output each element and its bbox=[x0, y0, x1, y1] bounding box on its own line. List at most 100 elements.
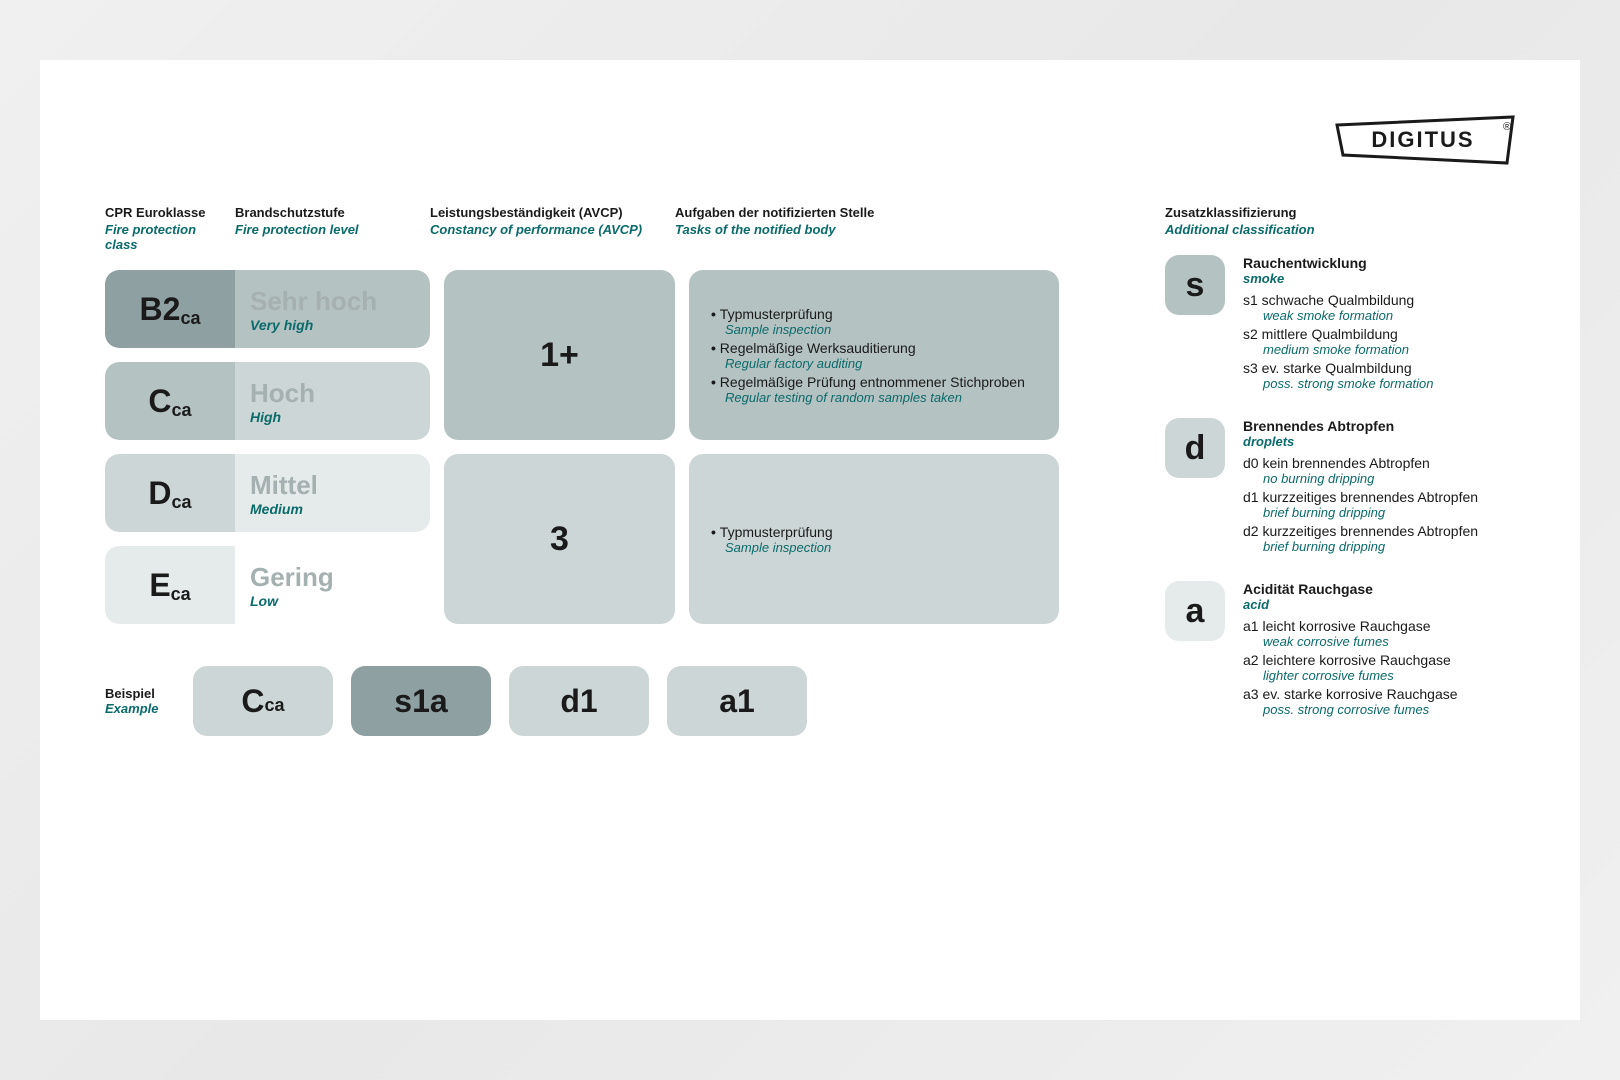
class-cell: Dca bbox=[105, 454, 235, 532]
right-body: Rauchentwicklungsmoke s1 schwache Qualmbi… bbox=[1243, 255, 1515, 394]
example-pill: d1 bbox=[509, 666, 649, 736]
class-row: Dca MittelMedium bbox=[105, 454, 430, 532]
right-item-de: s3 ev. starke Qualmbildung bbox=[1243, 360, 1515, 376]
group-row: B2caSehr hochVery highCcaHochHigh1+Typmu… bbox=[105, 270, 1105, 440]
class-cell: B2ca bbox=[105, 270, 235, 348]
class-row: Eca GeringLow bbox=[105, 546, 430, 624]
header-class-de: CPR Euroklasse bbox=[105, 205, 225, 220]
class-label: B2ca bbox=[140, 291, 201, 328]
right-section: a Acidität Rauchgaseacid a1 leicht korrosi… bbox=[1165, 581, 1515, 720]
right-item-en: weak corrosive fumes bbox=[1263, 634, 1515, 649]
task-en: Sample inspection bbox=[725, 540, 1037, 555]
level-cell: GeringLow bbox=[235, 546, 430, 624]
right-title-de: Rauchentwicklung bbox=[1243, 255, 1515, 271]
svg-text:®: ® bbox=[1503, 121, 1511, 133]
right-item-de: d1 kurzzeitiges brennendes Abtropfen bbox=[1243, 489, 1515, 505]
level-en: Medium bbox=[250, 501, 430, 517]
right-section: s Rauchentwicklungsmoke s1 schwache Qualmb… bbox=[1165, 255, 1515, 394]
example-label-en: Example bbox=[105, 701, 175, 716]
task-item: TypmusterprüfungSample inspection bbox=[711, 524, 1037, 555]
right-item-de: d2 kurzzeitiges brennendes Abtropfen bbox=[1243, 523, 1515, 539]
main-table: CPR Euroklasse Fire protection class Bra… bbox=[105, 205, 1105, 744]
right-item-en: poss. strong corrosive fumes bbox=[1263, 702, 1515, 717]
header-avcp-de: Leistungsbeständigkeit (AVCP) bbox=[430, 205, 665, 220]
right-title-en: droplets bbox=[1243, 434, 1515, 449]
letter-badge: s bbox=[1165, 255, 1225, 315]
class-label: Eca bbox=[149, 567, 190, 604]
example-row: Beispiel Example Cca s1a d1 a1 bbox=[105, 666, 1105, 736]
class-label: Cca bbox=[148, 383, 191, 420]
right-title-de: Brennendes Abtropfen bbox=[1243, 418, 1515, 434]
avcp-cell: 3 bbox=[444, 454, 675, 624]
right-title-en: acid bbox=[1243, 597, 1515, 612]
header-level-de: Brandschutzstufe bbox=[235, 205, 420, 220]
level-cell: HochHigh bbox=[235, 362, 430, 440]
additional-header-en: Additional classification bbox=[1165, 222, 1515, 237]
example-pills: Cca s1a d1 a1 bbox=[193, 666, 807, 736]
level-de: Mittel bbox=[250, 470, 430, 501]
brand-logo: DIGITUS ® bbox=[1335, 115, 1515, 165]
additional-header-de: Zusatzklassifizierung bbox=[1165, 205, 1515, 220]
right-title-en: smoke bbox=[1243, 271, 1515, 286]
right-item-en: brief burning dripping bbox=[1263, 505, 1515, 520]
level-en: Very high bbox=[250, 317, 430, 333]
right-item-en: no burning dripping bbox=[1263, 471, 1515, 486]
right-sections: s Rauchentwicklungsmoke s1 schwache Qualmb… bbox=[1165, 255, 1515, 720]
letter-badge: d bbox=[1165, 418, 1225, 478]
level-de: Sehr hoch bbox=[250, 286, 430, 317]
right-title-de: Acidität Rauchgase bbox=[1243, 581, 1515, 597]
task-de: Regelmäßige Werksauditierung bbox=[711, 340, 1037, 356]
level-en: High bbox=[250, 409, 430, 425]
right-item-de: a3 ev. starke korrosive Rauchgase bbox=[1243, 686, 1515, 702]
example-pill: a1 bbox=[667, 666, 807, 736]
group-row: DcaMittelMediumEcaGeringLow3Typmusterprü… bbox=[105, 454, 1105, 624]
header-level-en: Fire protection level bbox=[235, 222, 420, 237]
right-item-en: poss. strong smoke formation bbox=[1263, 376, 1515, 391]
brand-text: DIGITUS bbox=[1371, 127, 1474, 152]
class-cell: Cca bbox=[105, 362, 235, 440]
task-item: TypmusterprüfungSample inspection bbox=[711, 306, 1037, 337]
example-pill: s1a bbox=[351, 666, 491, 736]
right-item-en: lighter corrosive fumes bbox=[1263, 668, 1515, 683]
class-row: B2ca Sehr hochVery high bbox=[105, 270, 430, 348]
letter-badge: a bbox=[1165, 581, 1225, 641]
right-section: d Brennendes Abtropfendroplets d0 kein bre… bbox=[1165, 418, 1515, 557]
tasks-cell: TypmusterprüfungSample inspectionRegelmä… bbox=[689, 270, 1059, 440]
class-row: Cca HochHigh bbox=[105, 362, 430, 440]
column-headers: CPR Euroklasse Fire protection class Bra… bbox=[105, 205, 1105, 252]
task-de: Typmusterprüfung bbox=[711, 306, 1037, 322]
task-en: Regular factory auditing bbox=[725, 356, 1037, 371]
right-item-en: medium smoke formation bbox=[1263, 342, 1515, 357]
tasks-cell: TypmusterprüfungSample inspection bbox=[689, 454, 1059, 624]
class-label: Dca bbox=[148, 475, 191, 512]
header-tasks-en: Tasks of the notified body bbox=[675, 222, 1035, 237]
right-item-de: a1 leicht korrosive Rauchgase bbox=[1243, 618, 1515, 634]
task-en: Sample inspection bbox=[725, 322, 1037, 337]
right-item-de: d0 kein brennendes Abtropfen bbox=[1243, 455, 1515, 471]
additional-classification: Zusatzklassifizierung Additional classif… bbox=[1165, 205, 1515, 744]
task-item: Regelmäßige WerksauditierungRegular fact… bbox=[711, 340, 1037, 371]
level-de: Gering bbox=[250, 562, 430, 593]
level-de: Hoch bbox=[250, 378, 430, 409]
header-avcp-en: Constancy of performance (AVCP) bbox=[430, 222, 665, 237]
infographic-card: DIGITUS ® CPR Euroklasse Fire protection… bbox=[40, 60, 1580, 1020]
example-label-de: Beispiel bbox=[105, 686, 175, 701]
right-item-de: s1 schwache Qualmbildung bbox=[1243, 292, 1515, 308]
right-item-en: weak smoke formation bbox=[1263, 308, 1515, 323]
right-body: Brennendes Abtropfendroplets d0 kein bren… bbox=[1243, 418, 1515, 557]
example-pill: Cca bbox=[193, 666, 333, 736]
level-cell: MittelMedium bbox=[235, 454, 430, 532]
right-item-en: brief burning dripping bbox=[1263, 539, 1515, 554]
header-class-en: Fire protection class bbox=[105, 222, 225, 252]
level-en: Low bbox=[250, 593, 430, 609]
class-cell: Eca bbox=[105, 546, 235, 624]
task-item: Regelmäßige Prüfung entnommener Stichpro… bbox=[711, 374, 1037, 405]
task-de: Typmusterprüfung bbox=[711, 524, 1037, 540]
header-tasks-de: Aufgaben der notifizierten Stelle bbox=[675, 205, 1035, 220]
right-item-de: a2 leichtere korrosive Rauchgase bbox=[1243, 652, 1515, 668]
rows-container: B2caSehr hochVery highCcaHochHigh1+Typmu… bbox=[105, 270, 1105, 624]
right-body: Acidität Rauchgaseacid a1 leicht korrosiv… bbox=[1243, 581, 1515, 720]
task-de: Regelmäßige Prüfung entnommener Stichpro… bbox=[711, 374, 1037, 390]
avcp-cell: 1+ bbox=[444, 270, 675, 440]
task-en: Regular testing of random samples taken bbox=[725, 390, 1037, 405]
